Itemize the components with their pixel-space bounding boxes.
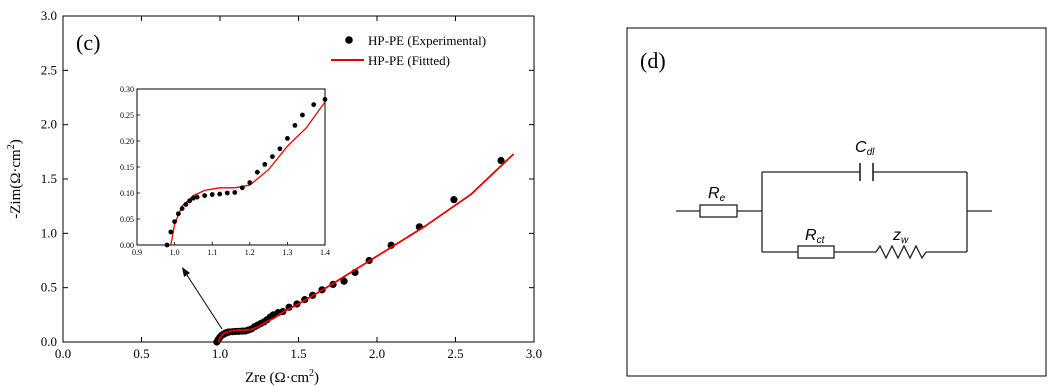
inset-y-tick-label: 0.00 <box>120 241 134 250</box>
inset-experimental-point <box>232 190 238 195</box>
x-tick-label: 2.5 <box>447 346 463 361</box>
panel-label-c: (c) <box>76 30 100 55</box>
inset-y-tick-label: 0.05 <box>120 215 134 224</box>
y-tick-label: 1.0 <box>41 225 57 240</box>
inset-experimental-point <box>311 102 317 107</box>
nyquist-chart: 0.0 0.5 1.0 1.5 2.0 2.5 3.0 0.0 0.5 1.0 1.5 2.0 2.5… <box>6 8 542 386</box>
x-axis-ticks: 0.0 0.5 1.0 1.5 2.0 2.5 3.0 <box>55 16 542 361</box>
inset-experimental-point <box>209 192 215 197</box>
experimental-point <box>340 277 348 285</box>
inset-y-tick-label: 0.10 <box>120 189 134 198</box>
inset-y-tick-label: 0.25 <box>120 111 134 120</box>
y-axis-ticks: 0.0 0.5 1.0 1.5 2.0 2.5 3.0 <box>41 8 534 349</box>
panel-label-d: (d) <box>640 48 666 73</box>
inset-experimental-point <box>239 185 245 191</box>
inset-experimental-point <box>175 211 181 217</box>
inset-experimental-point <box>269 154 275 160</box>
experimental-point <box>450 196 458 204</box>
inset-experimental-point <box>247 180 253 186</box>
experimental-point <box>497 156 505 165</box>
inset-x-tick-label: 1.3 <box>282 248 292 257</box>
resistor-rct-label: Rct <box>805 227 826 246</box>
inset-experimental-point <box>217 191 223 197</box>
legend-label-experimental: HP-PE (Experimental) <box>368 33 486 48</box>
inset-x-tick-label: 1.0 <box>170 248 180 257</box>
y-tick-label: 0.0 <box>41 334 57 349</box>
inset-frame <box>136 88 326 246</box>
main-plot-data <box>213 153 515 346</box>
inset-experimental-point <box>168 229 174 235</box>
inset-experimental-point <box>262 162 268 167</box>
inset-y-ticks: 0.00 0.05 0.10 0.15 0.20 0.25 0.30 <box>120 85 140 250</box>
inset-pointer-arrow <box>182 267 223 330</box>
y-tick-label: 3.0 <box>41 8 57 23</box>
inset-chart: 0.9 1.0 1.1 1.2 1.3 1.4 0.000.050.100.150.200… <box>120 85 330 257</box>
inset-plot-data <box>164 97 328 248</box>
inset-x-tick-label: 1.1 <box>207 248 217 257</box>
inset-experimental-point <box>194 194 200 200</box>
inset-experimental-point <box>187 198 193 204</box>
capacitor-cdl-label: Cdl <box>855 139 875 158</box>
equivalent-circuit: (d) Re Cdl Rct <box>626 27 1047 377</box>
x-tick-label: 2.0 <box>369 346 385 361</box>
inset-y-tick-label: 0.20 <box>120 137 134 146</box>
y-tick-label: 0.5 <box>41 280 57 295</box>
inset-y-tick-label: 0.30 <box>120 85 134 94</box>
inset-experimental-point <box>164 242 170 248</box>
x-tick-label: 0.0 <box>55 346 71 361</box>
legend-marker-experimental <box>345 36 353 44</box>
warburg-zw-icon <box>875 244 927 260</box>
inset-experimental-point <box>191 195 196 201</box>
y-axis-label: -Zim(Ω·cm2) <box>6 139 24 218</box>
inset-experimental-point <box>224 190 230 196</box>
x-axis-label: Zre (Ω·cm2) <box>245 368 319 386</box>
y-tick-label: 2.5 <box>41 62 57 77</box>
inset-experimental-point <box>285 136 290 141</box>
capacitor-cdl-icon <box>859 163 874 181</box>
x-tick-label: 0.5 <box>133 346 149 361</box>
x-tick-label: 3.0 <box>526 346 542 361</box>
inset-experimental-point <box>172 219 178 225</box>
legend: HP-PE (Experimental) HP-PE (Fittted) <box>331 33 486 68</box>
inset-x-tick-label: 0.9 <box>132 248 142 257</box>
fitted-line <box>217 153 515 343</box>
resistor-re-label: Re <box>708 185 726 204</box>
inset-experimental-point <box>179 206 185 212</box>
inset-experimental-point <box>277 146 283 152</box>
inset-experimental-point <box>183 202 189 207</box>
inset-experimental-point <box>292 123 298 128</box>
inset-experimental-point <box>300 112 305 118</box>
y-tick-label: 1.5 <box>41 171 57 186</box>
circuit-frame <box>626 27 1047 377</box>
x-tick-label: 1.5 <box>290 346 306 361</box>
x-tick-label: 1.0 <box>212 346 228 361</box>
inset-experimental-point <box>254 169 260 175</box>
inset-x-tick-label: 1.2 <box>245 248 255 257</box>
resistor-rct-icon <box>797 245 835 259</box>
inset-x-ticks: 0.9 1.0 1.1 1.2 1.3 1.4 <box>132 242 330 257</box>
resistor-re-icon <box>699 204 738 218</box>
inset-x-tick-label: 1.4 <box>320 248 330 257</box>
inset-experimental-point <box>322 97 328 102</box>
inset-experimental-point <box>202 193 208 199</box>
y-tick-label: 2.0 <box>41 117 57 132</box>
inset-y-tick-label: 0.15 <box>120 163 134 172</box>
warburg-zw-label: zw <box>892 227 909 246</box>
legend-label-fitted: HP-PE (Fittted) <box>368 53 450 68</box>
